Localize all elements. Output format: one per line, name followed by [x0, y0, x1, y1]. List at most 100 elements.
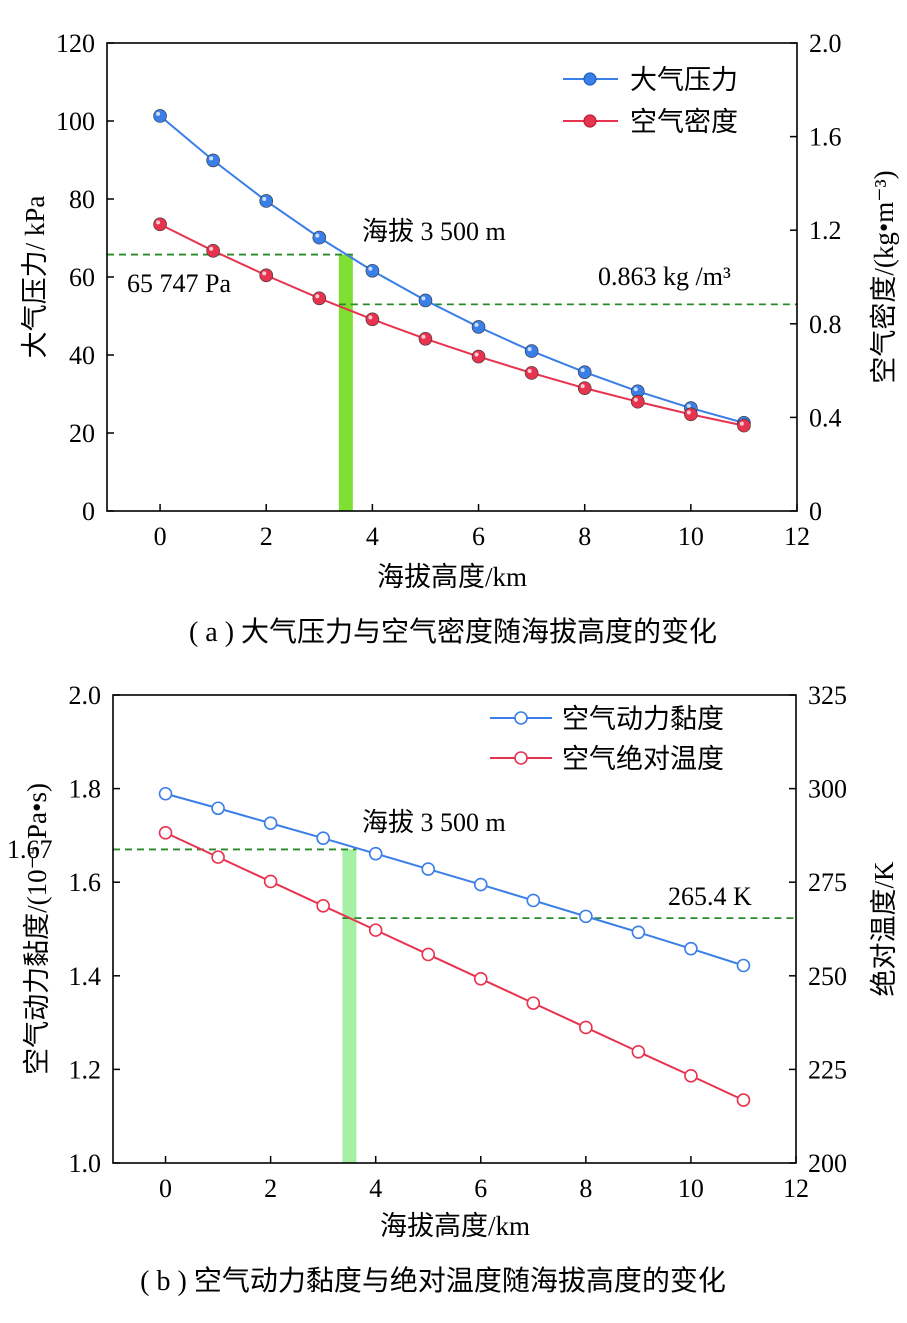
chart-b: 0 2 4 6 8 10 12 1.0 1.2 1.4 1.6 1.8 2.0 200 225 250 27… [7, 681, 899, 1297]
data-point-highlight [156, 220, 161, 225]
x-tick-label: 6 [474, 1174, 487, 1203]
x-tick-label: 12 [784, 522, 810, 551]
data-point-highlight [686, 410, 691, 415]
y-right-tick-label: 1.2 [809, 216, 842, 245]
data-point [418, 331, 433, 346]
data-point [737, 418, 751, 433]
legend-swatch-marker [583, 72, 597, 86]
y-right-tick-label: 1.6 [809, 123, 842, 152]
data-point-highlight [527, 347, 532, 352]
x-tick-label: 10 [678, 522, 704, 551]
data-point-highlight [315, 294, 320, 299]
y-left-tick-label: 40 [69, 341, 95, 370]
y-left-ticks-a: 0 20 40 60 80 100 120 [56, 29, 114, 526]
legend-a: 大气压力 空气密度 [563, 65, 738, 137]
data-point [524, 366, 539, 380]
data-point [684, 941, 698, 956]
y-right-tick-label: 300 [808, 775, 847, 804]
data-point-highlight [421, 296, 426, 301]
y-right-tick-label: 2.0 [809, 29, 842, 58]
x-axis-label-a: 海拔高度/km [377, 562, 527, 592]
series-line [159, 115, 745, 424]
data-point [577, 381, 592, 395]
series-group-b [158, 786, 751, 1107]
data-point [630, 394, 645, 409]
x-tick-label: 8 [578, 522, 591, 551]
legend-label: 大气压力 [630, 65, 738, 95]
data-point [365, 312, 380, 327]
data-point [259, 194, 274, 208]
legend-label: 空气绝对温度 [562, 744, 724, 774]
y-left-tick-label: 100 [56, 107, 95, 136]
y-left-tick-label: 20 [69, 419, 95, 448]
data-point [421, 947, 436, 962]
data-point [684, 1068, 698, 1083]
temperature-annotation-b: 265.4 K [668, 882, 752, 911]
x-tick-label: 6 [472, 522, 485, 551]
y-left-tick-label: 1.8 [69, 775, 102, 804]
data-point [736, 1093, 751, 1107]
y-right-ticks-b: 200 225 250 275 300 325 [789, 681, 847, 1178]
x-tick-label: 0 [159, 1174, 172, 1203]
data-point [263, 874, 278, 889]
y-right-tick-label: 325 [808, 681, 847, 710]
legend-swatch-marker [583, 114, 597, 128]
y-left-axis-label-b: 空气动力黏度/(10⁻⁵ Pa•s) [22, 783, 52, 1075]
data-point [316, 898, 330, 913]
data-point [312, 230, 327, 245]
data-point-highlight [686, 404, 691, 409]
x-tick-label: 10 [678, 1174, 704, 1203]
viscosity-annotation-b: 1.67 [7, 835, 53, 864]
data-point-highlight [262, 271, 267, 276]
data-point-highlight [580, 384, 585, 389]
legend-swatch-marker [514, 711, 528, 725]
data-point [153, 217, 167, 232]
series-line [159, 223, 745, 427]
y-left-axis-label-a: 大气压力/ kPa [20, 196, 50, 359]
data-point [524, 344, 539, 358]
y-right-tick-label: 225 [808, 1055, 847, 1084]
data-point-highlight [633, 387, 638, 392]
data-point [631, 925, 646, 940]
data-point [368, 923, 383, 937]
data-point [206, 153, 220, 168]
y-left-tick-label: 120 [56, 29, 95, 58]
y-right-tick-label: 200 [808, 1149, 847, 1178]
data-point-highlight [739, 421, 744, 426]
y-right-axis-label-a: 空气密度/(kg•m⁻³) [869, 170, 899, 383]
series-line [165, 831, 744, 1102]
data-point-highlight [474, 322, 479, 327]
data-point [579, 1020, 593, 1035]
data-point [368, 846, 383, 861]
x-axis-label-b: 海拔高度/km [380, 1211, 530, 1241]
data-point [206, 243, 220, 258]
data-point [211, 801, 225, 816]
data-point [153, 109, 167, 123]
x-tick-label: 2 [264, 1174, 277, 1203]
data-point [471, 320, 486, 334]
caption-b: ( b ) 空气动力黏度与绝对温度随海拔高度的变化 [140, 1265, 726, 1297]
y-left-tick-label: 1.0 [69, 1149, 102, 1178]
density-annotation-a: 0.863 kg /m³ [598, 262, 731, 291]
legend-b: 空气动力黏度 空气绝对温度 [490, 704, 724, 774]
data-point-highlight [527, 368, 532, 373]
y-right-tick-label: 0.4 [809, 403, 842, 432]
data-point-highlight [156, 111, 161, 116]
data-point-highlight [368, 315, 373, 320]
y-left-tick-label: 60 [69, 263, 95, 292]
data-point-highlight [315, 233, 320, 238]
x-tick-label: 0 [154, 522, 167, 551]
chart-a: 0 2 4 6 8 10 12 0 20 40 60 80 100 120 0 0.4 0.8 1.2 1.6 2… [20, 29, 899, 648]
data-point [312, 291, 327, 306]
y-right-tick-label: 0.8 [809, 310, 842, 339]
data-point [736, 958, 751, 973]
x-tick-label: 4 [366, 522, 379, 551]
y-left-tick-label: 80 [69, 185, 95, 214]
band-a [338, 254, 353, 511]
x-tick-label: 12 [783, 1174, 809, 1203]
data-point [365, 263, 380, 278]
data-point-highlight [262, 196, 267, 201]
y-left-tick-label: 0 [82, 497, 95, 526]
series-line [165, 792, 744, 967]
